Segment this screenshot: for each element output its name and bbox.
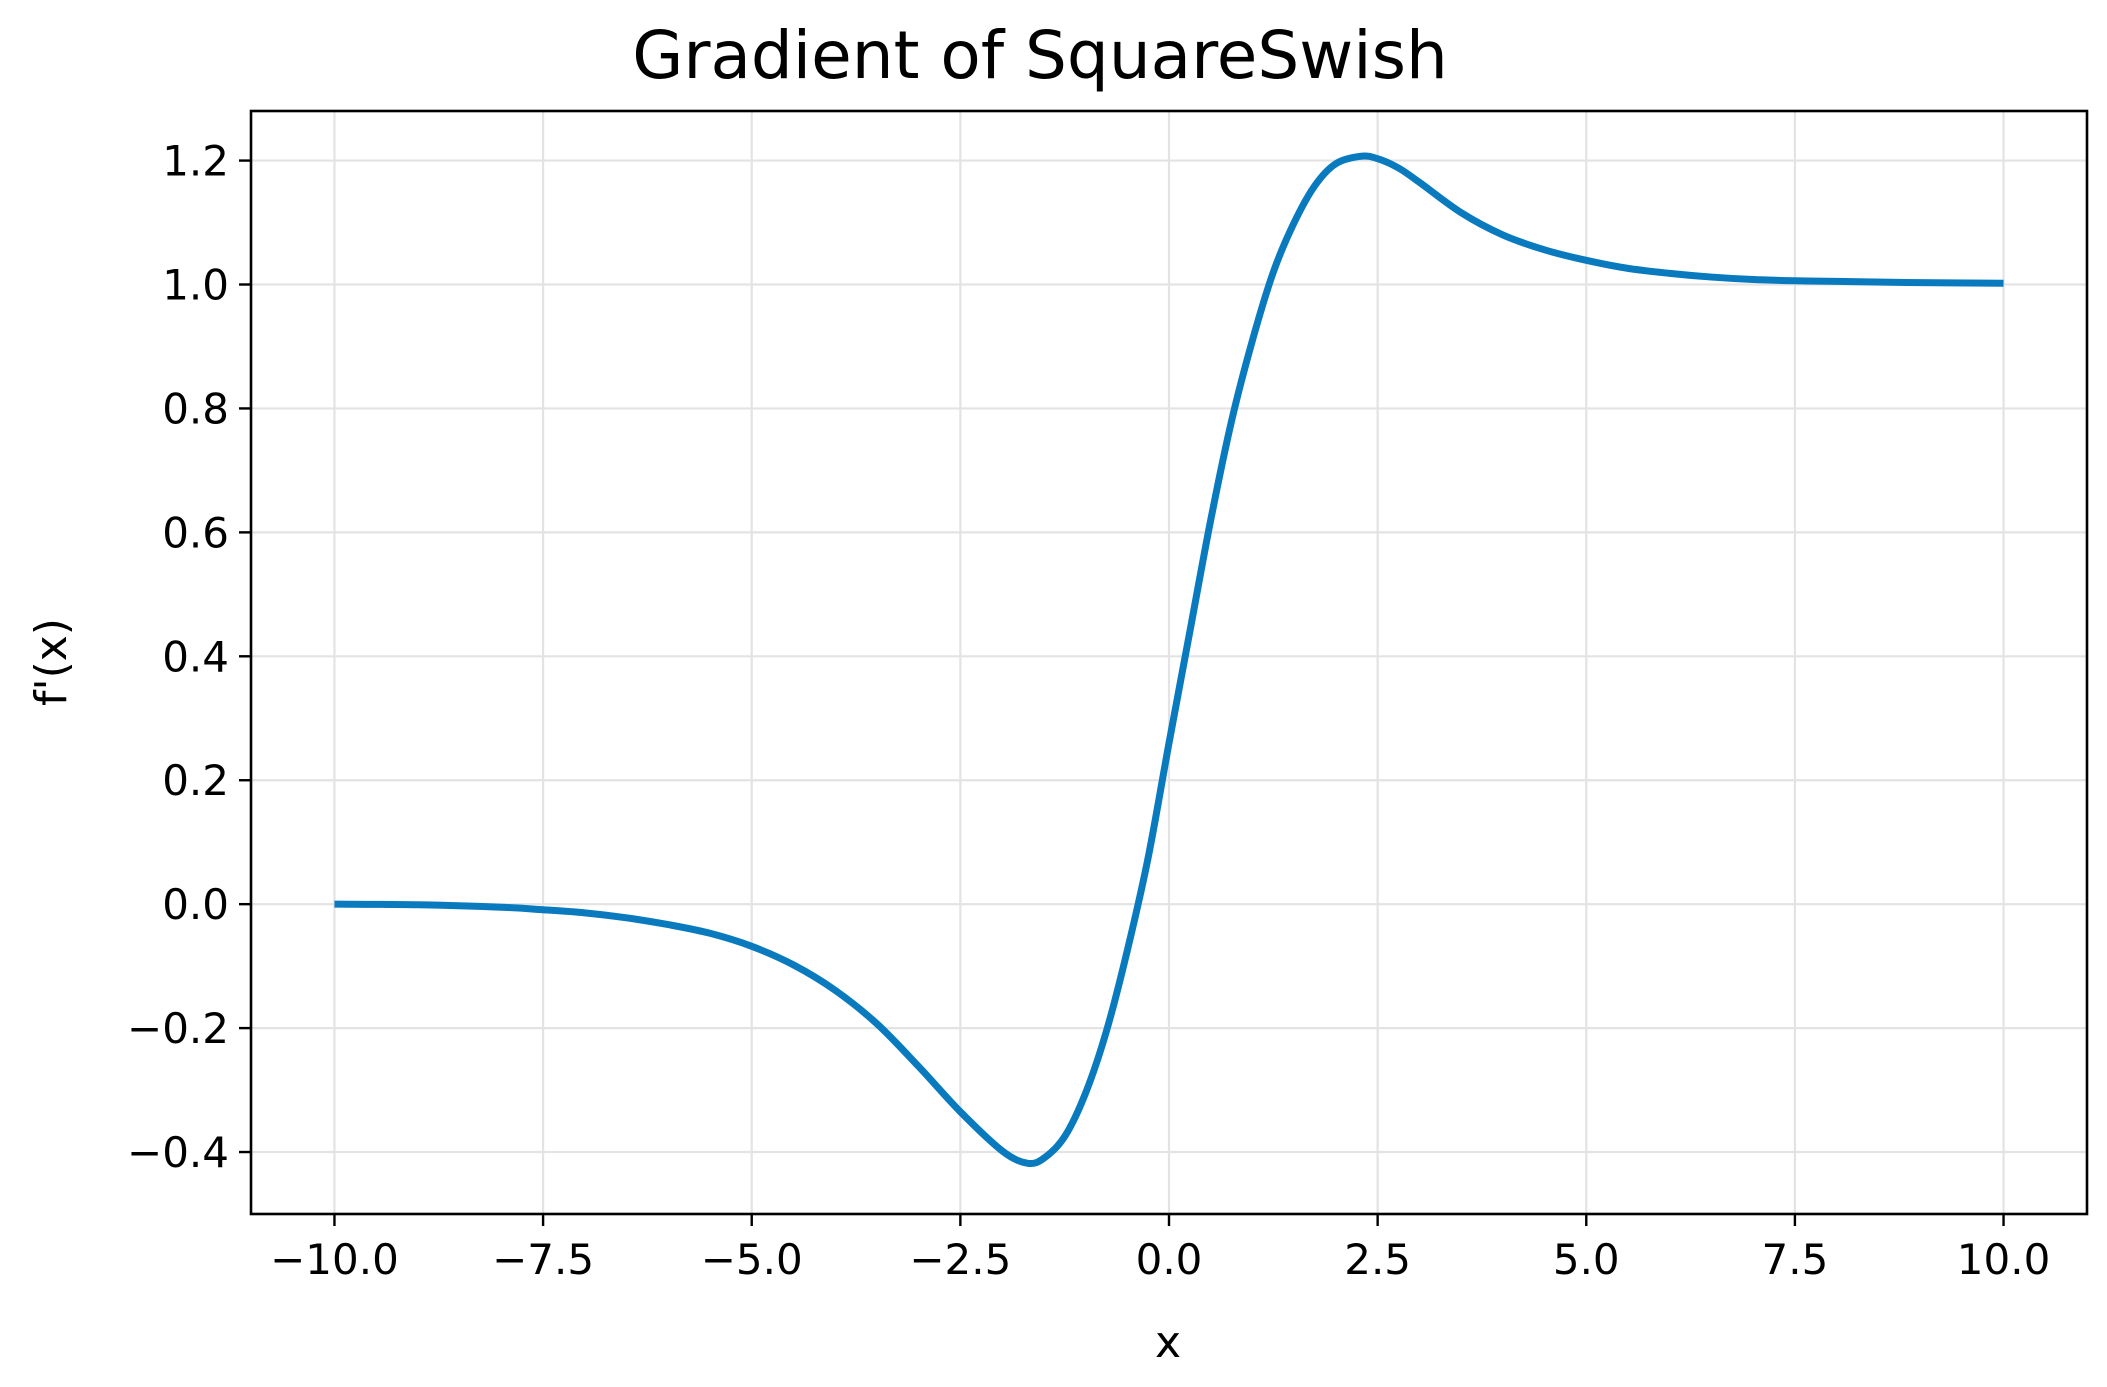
x-tick-label: 2.5: [1344, 1235, 1411, 1284]
y-tick-label: 0.8: [162, 384, 229, 433]
x-tick-label: −10.0: [270, 1235, 399, 1284]
grid: [251, 111, 2087, 1214]
chart-title: Gradient of SquareSwish: [632, 17, 1448, 94]
y-tick-label: 0.2: [162, 756, 229, 805]
x-axis: −10.0 −7.5 −5.0 −2.5 0.0 2.5 5.0 7.5 10.0: [270, 1214, 2050, 1284]
y-axis-label: f'(x): [26, 618, 77, 706]
x-tick-label: −5.0: [701, 1235, 803, 1284]
x-axis-label: x: [1155, 1317, 1181, 1368]
y-tick-label: 0.6: [162, 508, 229, 557]
x-tick-label: 7.5: [1762, 1235, 1829, 1284]
y-tick-label: 1.2: [162, 137, 229, 186]
y-tick-label: 0.4: [162, 632, 229, 681]
y-tick-label: −0.2: [127, 1004, 229, 1053]
y-axis: −0.4 −0.2 0.0 0.2 0.4 0.6 0.8 1.0 1.2: [127, 137, 251, 1177]
series-line: [334, 152, 2004, 1168]
x-tick-label: −7.5: [492, 1235, 594, 1284]
y-tick-label: 1.0: [162, 261, 229, 310]
series-layer: [334, 152, 2004, 1168]
x-tick-label: −2.5: [909, 1235, 1011, 1284]
x-tick-label: 0.0: [1136, 1235, 1203, 1284]
x-tick-label: 5.0: [1553, 1235, 1620, 1284]
y-tick-label: −0.4: [127, 1128, 229, 1177]
y-tick-label: 0.0: [162, 880, 229, 929]
x-tick-label: 10.0: [1957, 1235, 2051, 1284]
